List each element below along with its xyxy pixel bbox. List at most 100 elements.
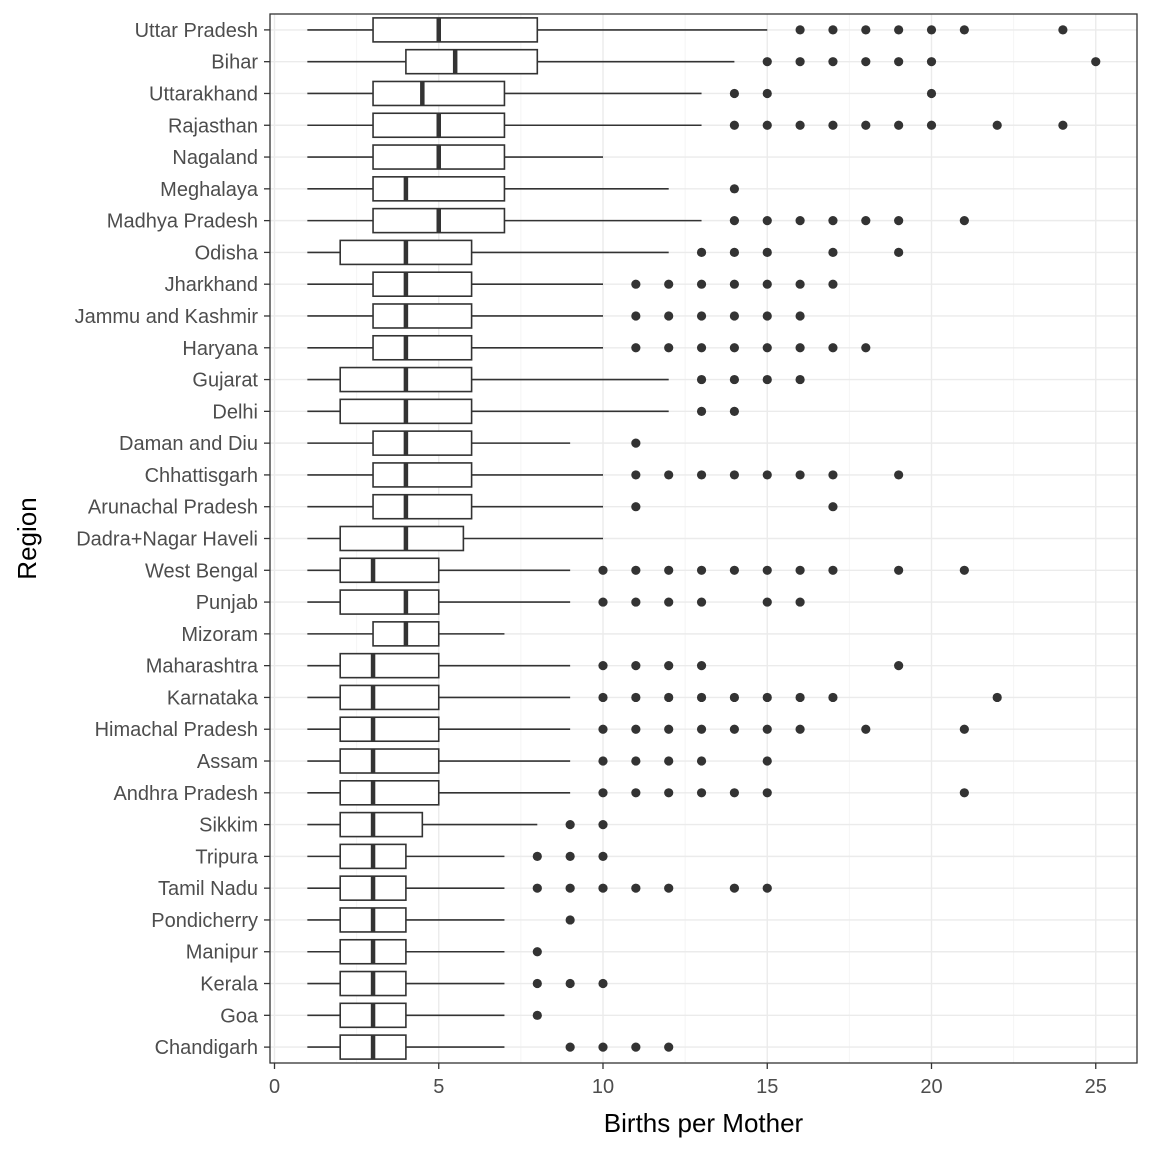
outlier-point <box>598 788 608 798</box>
outlier-point <box>861 216 871 226</box>
outlier-point <box>762 311 772 321</box>
y-tick-label: Haryana <box>182 338 258 360</box>
outlier-point <box>631 597 641 607</box>
iqr-box <box>339 684 440 711</box>
outlier-point <box>795 692 805 703</box>
y-tick-label: Jharkhand <box>165 274 258 296</box>
box-rajasthan <box>307 112 1068 139</box>
outlier-point <box>828 247 838 258</box>
y-tick-label: Kerala <box>200 974 259 996</box>
outlier-point <box>1058 25 1068 35</box>
box-himachal-pradesh <box>307 716 969 743</box>
outlier-point <box>795 25 805 35</box>
iqr-box <box>339 748 440 774</box>
box-arunachal-pradesh <box>307 493 838 520</box>
outlier-point <box>795 311 805 321</box>
outlier-point <box>828 692 838 703</box>
box-jammu-and-kashmir <box>307 303 805 329</box>
iqr-box <box>372 176 506 202</box>
outlier-point <box>894 57 904 67</box>
y-tick-label: Karnataka <box>167 687 259 709</box>
outlier-point <box>729 279 740 289</box>
box-goa <box>307 1002 542 1029</box>
outlier-point <box>894 120 904 130</box>
outlier-point <box>762 374 772 385</box>
outlier-point <box>959 724 969 734</box>
box-chhattisgarh <box>307 462 904 488</box>
box-chandigarh <box>307 1034 674 1060</box>
outlier-point <box>729 883 740 893</box>
outlier-point <box>894 470 904 480</box>
y-tick-label: Sikkim <box>199 815 258 837</box>
box-punjab <box>307 589 805 615</box>
outlier-point <box>696 343 707 353</box>
outlier-point <box>696 756 707 766</box>
outlier-point <box>828 470 838 480</box>
outlier-point <box>861 25 871 35</box>
iqr-box <box>339 811 424 838</box>
y-tick-label: Delhi <box>212 401 258 423</box>
outlier-point <box>795 470 805 480</box>
outlier-point <box>532 1010 542 1020</box>
outlier-point <box>894 216 904 226</box>
outlier-point <box>894 565 904 575</box>
outlier-point <box>664 311 674 321</box>
outlier-point <box>795 216 805 226</box>
outlier-point <box>828 25 838 35</box>
box-meghalaya <box>307 176 740 202</box>
outlier-point <box>926 88 937 99</box>
outlier-point <box>729 374 740 385</box>
iqr-box <box>339 780 440 806</box>
outlier-point <box>729 724 740 734</box>
outlier-point <box>762 88 772 99</box>
box-uttar-pradesh <box>307 17 1068 43</box>
outlier-point <box>894 247 904 258</box>
outlier-point <box>729 184 740 194</box>
outlier-point <box>598 756 608 766</box>
y-tick-label: Assam <box>197 751 258 773</box>
outlier-point <box>598 724 608 734</box>
outlier-point <box>664 343 674 353</box>
y-tick-label: Mizoram <box>181 624 258 646</box>
outlier-point <box>664 756 674 766</box>
box-tripura <box>307 843 608 870</box>
box-sikkim <box>307 811 608 838</box>
outlier-point <box>894 25 904 35</box>
outlier-point <box>696 692 707 703</box>
outlier-point <box>795 724 805 734</box>
outlier-point <box>696 565 707 575</box>
outlier-point <box>598 819 608 830</box>
box-odisha <box>307 239 904 266</box>
box-andhra-pradesh <box>307 780 969 806</box>
box-west-bengal <box>307 557 969 584</box>
outlier-point <box>1058 120 1068 130</box>
outlier-point <box>762 597 772 607</box>
outlier-point <box>926 57 937 67</box>
y-tick-label: Madhya Pradesh <box>107 211 258 233</box>
x-tick-label: 20 <box>920 1076 942 1098</box>
outlier-point <box>565 851 575 861</box>
y-tick-label: Gujarat <box>192 370 258 392</box>
y-tick-label: Daman and Diu <box>119 433 258 455</box>
iqr-box <box>339 652 440 679</box>
box-bihar <box>307 48 1101 75</box>
outlier-point <box>696 311 707 321</box>
box-assam <box>307 748 772 774</box>
y-tick-label: Odisha <box>195 242 259 264</box>
outlier-point <box>664 883 674 893</box>
outlier-point <box>1091 57 1101 67</box>
outlier-point <box>598 978 608 989</box>
y-tick-label: Rajasthan <box>168 115 258 137</box>
outlier-point <box>565 978 575 989</box>
outlier-point <box>729 692 740 703</box>
outlier-point <box>532 851 542 861</box>
outlier-point <box>828 343 838 353</box>
iqr-box <box>372 462 473 488</box>
outlier-point <box>762 279 772 289</box>
outlier-point <box>696 406 707 416</box>
outlier-point <box>762 343 772 353</box>
outlier-point <box>729 247 740 258</box>
box-jharkhand <box>307 271 838 297</box>
outlier-point <box>729 565 740 575</box>
